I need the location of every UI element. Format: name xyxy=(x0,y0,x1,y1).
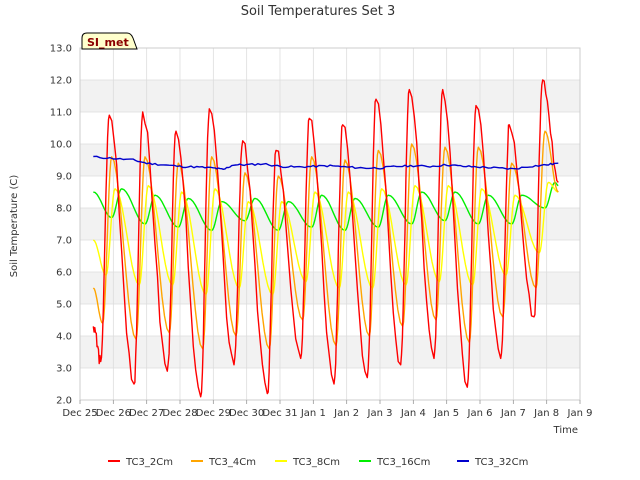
legend-item-tc3_32cm: TC3_32Cm xyxy=(457,457,528,468)
legend-item-tc3_16cm: TC3_16Cm xyxy=(359,457,430,468)
x-tick-label: Dec 27 xyxy=(129,408,164,419)
x-tick-label: Jan 4 xyxy=(400,408,426,419)
y-tick-label: 10.0 xyxy=(50,140,72,151)
band xyxy=(80,80,580,112)
site-badge: SI_met xyxy=(81,32,138,50)
legend: TC3_2Cm TC3_4Cm TC3_8Cm TC3_16Cm TC3_32Cm xyxy=(108,457,528,468)
y-tick-label: 6.0 xyxy=(56,268,72,279)
series-lines xyxy=(92,79,559,398)
x-tick-label: Dec 26 xyxy=(96,408,131,419)
x-tick-label: Jan 8 xyxy=(533,408,559,419)
x-tick-label: Dec 29 xyxy=(196,408,231,419)
y-axis-ticks: 2.0 3.0 4.0 5.0 6.0 7.0 8.0 9.0 10.0 11.0 12.0 13.0 xyxy=(50,44,72,407)
legend-label: TC3_32Cm xyxy=(474,457,528,468)
x-tick-label: Jan 2 xyxy=(333,408,359,419)
y-tick-label: 13.0 xyxy=(50,44,72,55)
y-tick-label: 5.0 xyxy=(56,300,72,311)
x-tick-label: Dec 31 xyxy=(262,408,297,419)
x-tick-label: Dec 30 xyxy=(229,408,264,419)
x-axis-label: Time xyxy=(553,425,578,436)
legend-item-tc3_4cm: TC3_4Cm xyxy=(191,457,256,468)
legend-item-tc3_8cm: TC3_8Cm xyxy=(275,457,340,468)
legend-label: TC3_16Cm xyxy=(376,457,430,468)
series-line-tc3_32cm xyxy=(93,155,559,170)
y-axis-label: Soil Temperature (C) xyxy=(9,175,20,278)
y-tick-label: 2.0 xyxy=(56,396,72,407)
legend-label: TC3_2Cm xyxy=(125,457,173,468)
chart-title: Soil Temperatures Set 3 xyxy=(241,4,396,19)
y-tick-label: 11.0 xyxy=(50,108,72,119)
x-tick-label: Jan 1 xyxy=(300,408,326,419)
plot-frame xyxy=(79,47,581,401)
band xyxy=(80,208,580,240)
legend-item-tc3_2cm: TC3_2Cm xyxy=(108,457,173,468)
x-tick-label: Jan 3 xyxy=(367,408,393,419)
y-tick-label: 3.0 xyxy=(56,364,72,375)
y-tick-label: 7.0 xyxy=(56,236,72,247)
x-tick-label: Dec 25 xyxy=(62,408,97,419)
x-tick-label: Jan 6 xyxy=(467,408,493,419)
band xyxy=(80,144,580,176)
y-tick-label: 12.0 xyxy=(50,76,72,87)
y-tick-label: 4.0 xyxy=(56,332,72,343)
y-tick-label: 9.0 xyxy=(56,172,72,183)
y-tick-label: 8.0 xyxy=(56,204,72,215)
legend-label: TC3_8Cm xyxy=(292,457,340,468)
legend-label: TC3_4Cm xyxy=(208,457,256,468)
x-tick-label: Dec 28 xyxy=(162,408,197,419)
x-tick-label: Jan 5 xyxy=(433,408,459,419)
x-tick-label: Jan 9 xyxy=(567,408,593,419)
x-tick-label: Jan 7 xyxy=(500,408,526,419)
series-line-tc3_2cm xyxy=(92,79,559,398)
series-line-tc3_4cm xyxy=(92,130,559,350)
site-badge-label: SI_met xyxy=(87,36,129,49)
